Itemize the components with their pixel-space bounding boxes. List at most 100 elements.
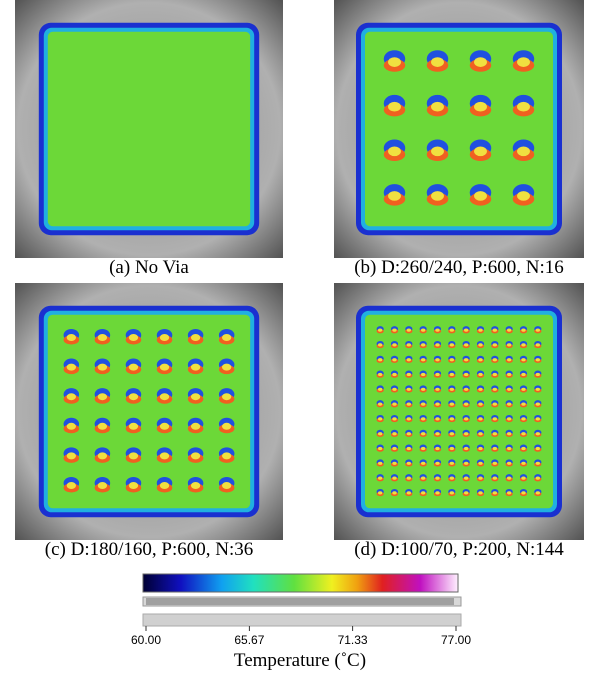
via: [450, 432, 454, 435]
via: [392, 417, 396, 420]
via: [474, 191, 487, 201]
via: [478, 476, 482, 479]
via: [222, 364, 231, 371]
via: [507, 388, 511, 391]
colorbar: [143, 574, 458, 592]
tick-label: 60.00: [131, 633, 161, 647]
via: [493, 476, 497, 479]
via: [378, 358, 382, 361]
via: [407, 373, 411, 376]
via: [435, 417, 439, 420]
via: [378, 402, 382, 405]
caption: (b) D:260/240, P:600, N:16: [354, 257, 564, 278]
via: [478, 328, 482, 331]
via: [507, 358, 511, 361]
via: [464, 328, 468, 331]
via: [493, 358, 497, 361]
tick-label: 77.00: [441, 633, 471, 647]
via: [191, 423, 200, 430]
via: [421, 417, 425, 420]
via: [392, 358, 396, 361]
via: [450, 417, 454, 420]
via: [450, 358, 454, 361]
via: [67, 364, 76, 371]
via: [521, 491, 525, 494]
via: [407, 432, 411, 435]
via: [517, 146, 530, 156]
figure: (a) No Via (b) D:260/240, P:600, N:16 (c…: [0, 0, 597, 684]
via: [435, 388, 439, 391]
via: [378, 476, 382, 479]
via: [474, 102, 487, 112]
via: [392, 447, 396, 450]
via: [392, 432, 396, 435]
tick-label: 71.33: [338, 633, 368, 647]
via: [493, 388, 497, 391]
via: [478, 417, 482, 420]
via: [450, 462, 454, 465]
via: [493, 402, 497, 405]
via: [493, 328, 497, 331]
via: [421, 432, 425, 435]
via: [191, 334, 200, 341]
via: [493, 447, 497, 450]
via: [450, 476, 454, 479]
via: [464, 476, 468, 479]
via: [378, 462, 382, 465]
via: [507, 447, 511, 450]
via: [392, 476, 396, 479]
via: [407, 402, 411, 405]
tick-label: 65.67: [234, 633, 264, 647]
via: [407, 328, 411, 331]
via: [493, 417, 497, 420]
via: [474, 146, 487, 156]
via: [222, 334, 231, 341]
via: [378, 491, 382, 494]
via: [388, 146, 401, 156]
via: [392, 373, 396, 376]
via: [435, 328, 439, 331]
via: [98, 334, 107, 341]
via: [464, 358, 468, 361]
via: [493, 373, 497, 376]
via: [421, 447, 425, 450]
via: [521, 328, 525, 331]
via: [464, 462, 468, 465]
via: [493, 462, 497, 465]
via: [536, 328, 540, 331]
via: [536, 388, 540, 391]
via: [521, 343, 525, 346]
via: [98, 452, 107, 459]
via: [392, 388, 396, 391]
via: [507, 343, 511, 346]
via: [421, 388, 425, 391]
via: [388, 57, 401, 67]
slider: [146, 598, 454, 605]
via: [67, 482, 76, 489]
via: [464, 432, 468, 435]
via: [160, 452, 169, 459]
via: [521, 358, 525, 361]
via: [536, 491, 540, 494]
via: [407, 491, 411, 494]
via: [67, 393, 76, 400]
via: [521, 476, 525, 479]
via: [407, 462, 411, 465]
caption: (d) D:100/70, P:200, N:144: [354, 539, 564, 560]
via: [67, 423, 76, 430]
via: [435, 491, 439, 494]
via: [191, 482, 200, 489]
via: [507, 462, 511, 465]
via: [478, 432, 482, 435]
via: [98, 393, 107, 400]
via: [536, 343, 540, 346]
via: [536, 447, 540, 450]
via: [507, 402, 511, 405]
via: [67, 334, 76, 341]
via: [536, 476, 540, 479]
via: [388, 102, 401, 112]
via: [421, 476, 425, 479]
via: [421, 373, 425, 376]
via: [493, 432, 497, 435]
via: [160, 393, 169, 400]
